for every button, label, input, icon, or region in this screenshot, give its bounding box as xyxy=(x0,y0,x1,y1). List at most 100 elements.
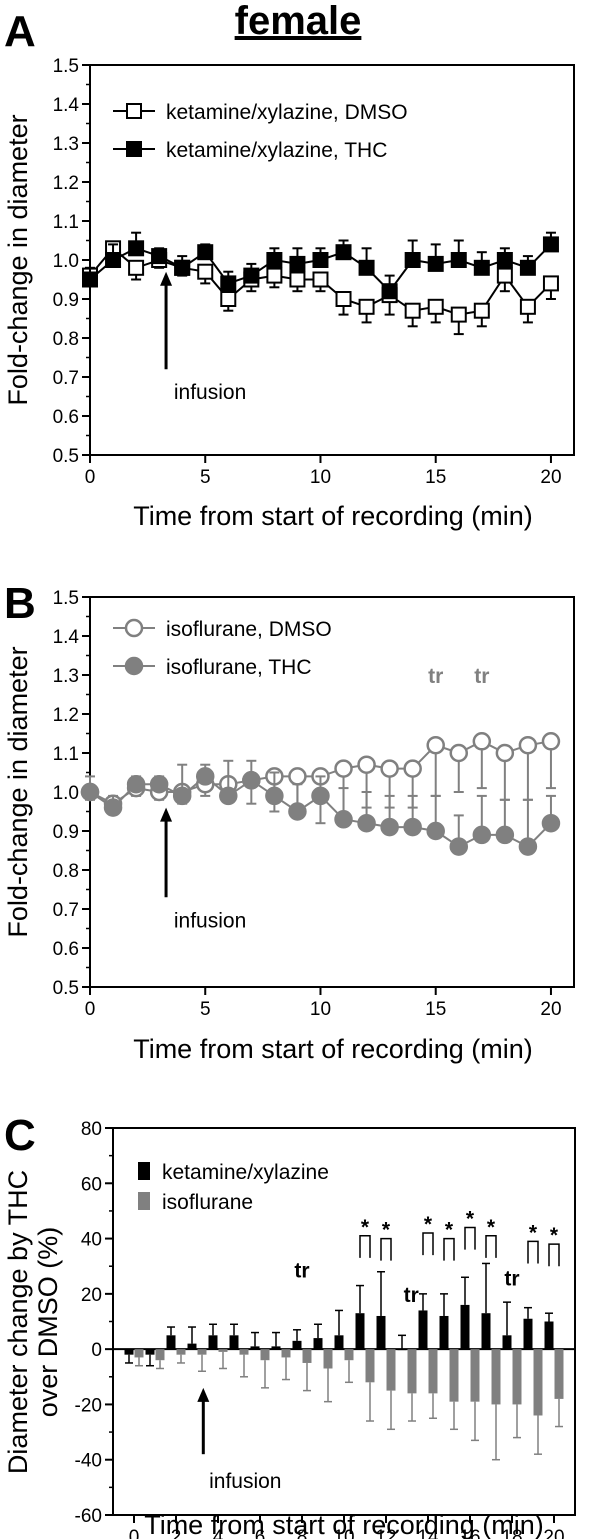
panel-c-bar xyxy=(271,1346,281,1350)
panel-b-data-point xyxy=(403,759,422,778)
panel-c-tr-label: tr xyxy=(504,1268,519,1291)
panel-b-y-tick-label: 0.5 xyxy=(53,978,79,999)
panel-c-bar xyxy=(145,1349,155,1355)
panel-a-data-point xyxy=(450,306,467,323)
panel-c-significance-bracket xyxy=(422,1232,434,1256)
panel-a-data-point xyxy=(82,271,98,288)
panel-c-bar xyxy=(418,1310,428,1350)
panel-b-x-tick-label: 15 xyxy=(425,999,446,1020)
panel-a-data-point xyxy=(404,302,421,319)
panel-b-data-point xyxy=(472,732,492,751)
panel-b-y-tick-label: 0.9 xyxy=(53,822,79,843)
panel-label-a: A xyxy=(4,7,36,56)
panel-c-bar xyxy=(229,1335,239,1350)
panel-c-bar xyxy=(166,1335,176,1350)
panel-b-data-point xyxy=(103,798,123,817)
panel-a-data-point xyxy=(289,255,306,272)
panel-a-legend-marker xyxy=(126,141,142,157)
panel-c-bar xyxy=(292,1340,302,1350)
panel-a-infusion-label: infusion xyxy=(174,381,246,404)
panel-a-data-point xyxy=(197,263,214,280)
panel-b-data-point xyxy=(334,759,353,778)
panel-b-data-point xyxy=(426,821,445,841)
panel-c-bar xyxy=(155,1349,165,1361)
panel-b-y-tick-label: 0.8 xyxy=(53,861,79,882)
panel-b-y-tick-label: 0.7 xyxy=(53,900,79,921)
panel-a-data-point xyxy=(542,236,559,253)
panel-c-infusion-arrow-head xyxy=(197,1387,210,1402)
panel-b-data-point xyxy=(541,732,561,751)
panel-b-x-tick-label: 20 xyxy=(540,999,561,1020)
panel-c-significance-star: * xyxy=(529,1221,538,1244)
panel-c-y-tick-label: -40 xyxy=(75,1451,102,1472)
panel-b-tr-label: tr xyxy=(474,665,489,688)
panel-a-legend-marker xyxy=(126,103,142,119)
panel-b-data-point xyxy=(149,774,169,794)
panel-c-x-tick-label: 20 xyxy=(543,1527,564,1539)
panel-c-x-axis-label: Time from start of recording (min) xyxy=(144,1510,544,1539)
panel-c-bar xyxy=(355,1313,365,1350)
panel-c-bar xyxy=(481,1313,491,1350)
panel-c-plot-frame xyxy=(112,1127,576,1516)
panel-c-bar xyxy=(523,1318,533,1350)
panel-a-data-point xyxy=(151,248,168,265)
panel-b-legend-label: isoflurane, THC xyxy=(166,656,312,679)
panel-a-x-tick-label: 15 xyxy=(425,467,446,488)
panel-a-x-tick-label: 0 xyxy=(85,467,96,488)
panel-c-bar xyxy=(239,1349,249,1355)
panel-c-bar xyxy=(323,1349,333,1369)
panel-c-bar xyxy=(428,1349,438,1394)
panel-c-y-axis-label-line2: over DMSO (%) xyxy=(33,1227,63,1418)
panel-a-legend-label: ketamine/xylazine, DMSO xyxy=(166,101,408,124)
panel-a-data-point xyxy=(496,267,513,284)
panel-c-bar xyxy=(439,1315,449,1350)
panel-c-significance-star: * xyxy=(550,1224,559,1247)
panel-b-data-point xyxy=(495,825,515,845)
panel-b-y-tick-label: 1.4 xyxy=(53,627,80,648)
panel-label-c: C xyxy=(4,1111,36,1160)
panel-a-y-tick-label: 1.3 xyxy=(53,134,79,155)
panel-b-y-tick-label: 1.5 xyxy=(53,588,79,609)
panel-label-b: B xyxy=(4,579,36,628)
panel-a-data-point xyxy=(358,259,375,276)
panel-a-data-point xyxy=(450,252,467,268)
figure-title: female xyxy=(235,0,362,43)
panel-b-infusion-label: infusion xyxy=(174,909,246,932)
panel-c-y-tick-label: 60 xyxy=(81,1174,102,1195)
panel-a-data-point xyxy=(220,275,237,292)
panel-c-bar xyxy=(134,1349,144,1358)
panel-a-y-tick-label: 0.7 xyxy=(53,368,79,389)
panel-c-x-tick-label: 10 xyxy=(333,1527,354,1539)
panel-c-significance-star: * xyxy=(424,1213,433,1236)
panel-a-data-point xyxy=(427,298,444,315)
panel-a-y-tick-label: 0.5 xyxy=(53,446,79,467)
panel-b-data-point xyxy=(449,743,469,763)
panel-a-data-point xyxy=(312,271,329,288)
panel-c-x-tick-label: 2 xyxy=(171,1527,182,1539)
panel-c-bar xyxy=(218,1349,228,1352)
panel-c-tr-label: tr xyxy=(404,1284,419,1307)
panel-b-data-point xyxy=(518,735,538,755)
panel-c-significance-bracket xyxy=(380,1237,392,1261)
panel-c-significance-bracket xyxy=(527,1240,539,1264)
panel-b-data-point xyxy=(288,767,307,786)
panel-c-legend-label: isoflurane xyxy=(162,1191,253,1214)
panel-a-data-point xyxy=(128,259,145,276)
panel-b-data-point xyxy=(334,810,353,829)
panel-c-bar xyxy=(302,1349,312,1363)
panel-c-bar xyxy=(334,1335,344,1350)
panel-b-data-point xyxy=(472,825,492,845)
panel-c-bar xyxy=(281,1349,291,1358)
panel-c-x-tick-label: 8 xyxy=(297,1527,308,1539)
panel-a-y-tick-label: 1.1 xyxy=(53,212,79,233)
panel-a-data-point xyxy=(243,267,260,284)
panel-c-bar xyxy=(512,1349,522,1405)
panel-b-data-point xyxy=(288,802,307,821)
panel-b-chart: Time from start of recording (min) Fold-… xyxy=(3,596,575,1064)
panel-c-bar xyxy=(544,1321,554,1350)
panel-b-x-axis-label: Time from start of recording (min) xyxy=(133,1034,533,1064)
panel-c-bar xyxy=(533,1349,543,1416)
panel-a-data-point xyxy=(381,283,398,300)
panel-c-x-tick-label: 14 xyxy=(417,1527,439,1539)
